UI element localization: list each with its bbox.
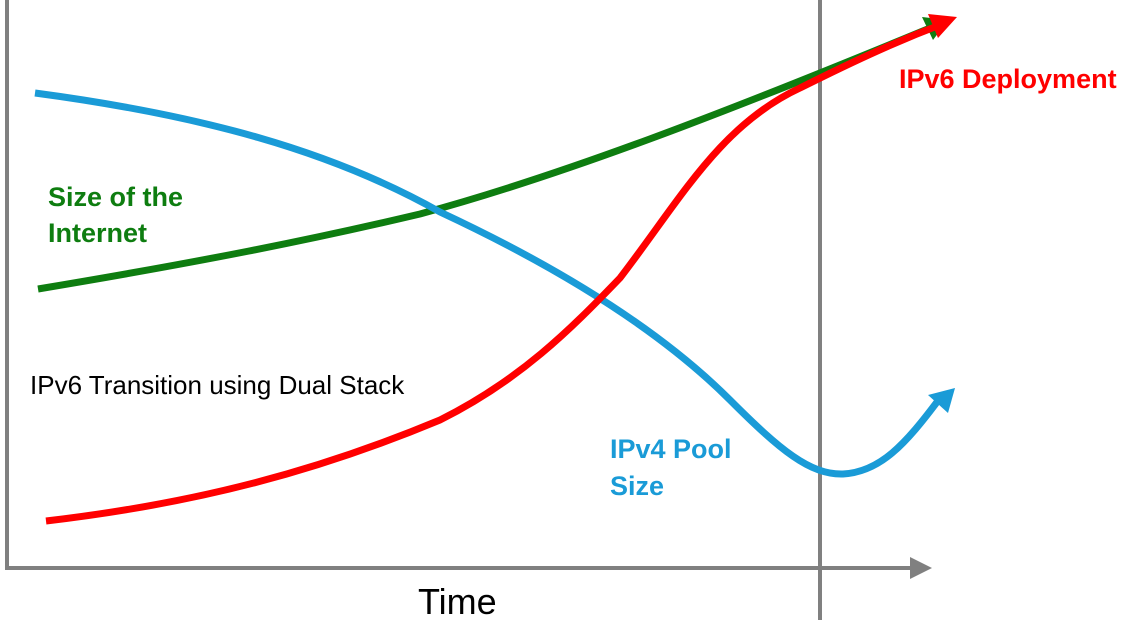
- internet-size-curve: [37, 22, 937, 293]
- label-size-of-internet-line1: Size of the: [48, 182, 183, 212]
- label-ipv6-deployment: IPv6 Deployment: [899, 64, 1117, 94]
- ipv4-pool-arrowhead: [928, 388, 955, 413]
- label-transition: IPv6 Transition using Dual Stack: [30, 370, 405, 400]
- ipv6-deployment-curve: [45, 19, 947, 525]
- label-ipv4-pool-line1: IPv4 Pool: [610, 434, 732, 464]
- label-ipv4-pool-line2: Size: [610, 471, 664, 501]
- ipv4-pool-curve: [34, 89, 943, 478]
- ipv6-deployment-arrowhead: [928, 14, 957, 38]
- x-axis-label: Time: [418, 581, 497, 620]
- x-axis-arrowhead: [910, 557, 932, 579]
- label-size-of-internet-line2: Internet: [48, 218, 147, 248]
